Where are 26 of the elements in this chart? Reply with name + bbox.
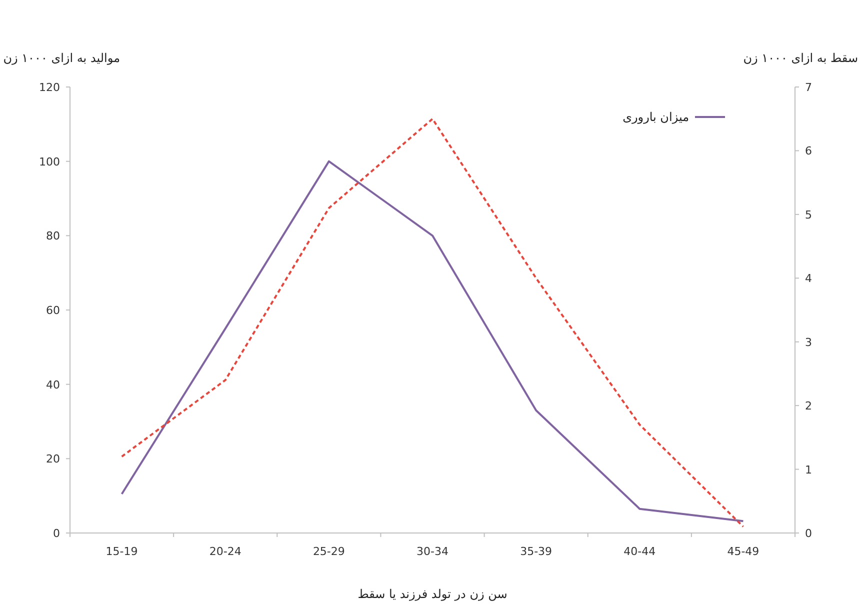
y2-tick-label: 0 — [805, 527, 812, 540]
y-tick-label: 100 — [39, 155, 60, 168]
y2-tick-label: 1 — [805, 463, 812, 476]
x-tick-label: 45-49 — [727, 545, 760, 558]
x-tick-label: 35-39 — [520, 545, 552, 558]
y2-tick-label: 2 — [805, 400, 812, 413]
y2-tick-label: 6 — [805, 144, 812, 158]
y2-tick-label: 4 — [805, 272, 812, 286]
y2-tick-label: 7 — [805, 81, 812, 94]
x-axis-title: سن زن در تولد فرزند یا سقط — [358, 587, 508, 601]
x-tick-label: 30-34 — [416, 545, 448, 558]
y-axis-title: موالید به ازای ۱۰۰۰ زن — [3, 51, 120, 65]
y2-axis-title: سقط به ازای ۱۰۰۰ زن — [743, 51, 858, 65]
x-tick-label: 40-44 — [624, 545, 656, 558]
y2-tick-label: 3 — [805, 336, 812, 349]
y-tick-label: 20 — [46, 452, 60, 466]
x-tick-label: 25-29 — [312, 545, 345, 558]
x-tick-label: 20-24 — [209, 545, 242, 558]
y-tick-label: 40 — [46, 378, 60, 392]
legend-label: میزان باروری — [622, 110, 689, 124]
y-tick-label: 60 — [46, 304, 60, 317]
y-tick-label: 80 — [46, 230, 60, 243]
y-tick-label: 120 — [39, 81, 60, 94]
y2-tick-label: 5 — [805, 208, 812, 222]
y-tick-label: 0 — [53, 527, 60, 540]
x-tick-label: 15-19 — [106, 545, 138, 558]
